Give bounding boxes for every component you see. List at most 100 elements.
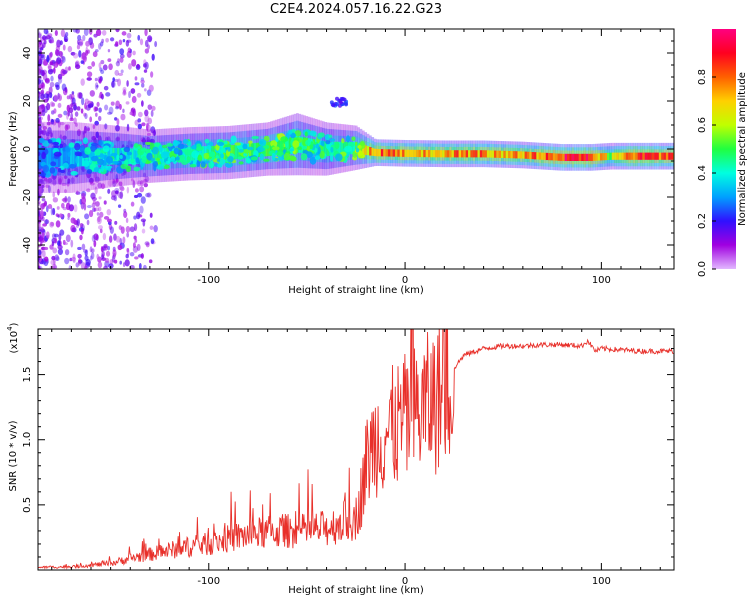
spectrogram-band (411, 149, 415, 158)
spectrogram-band (503, 150, 506, 159)
spectrogram-cell (67, 212, 71, 218)
spectrogram-cell (86, 169, 93, 174)
spectrogram-band (545, 152, 549, 161)
spectrogram-cell (43, 246, 49, 251)
spectrogram-cell (67, 110, 70, 117)
spectrogram-cell (143, 69, 148, 73)
spectrogram-cell (54, 30, 58, 36)
spectrogram-content (38, 29, 674, 269)
spectrogram-cell (55, 43, 61, 48)
spectrogram-band (526, 151, 530, 159)
spectrogram-cell (57, 188, 60, 196)
spectrogram-cell (143, 59, 147, 65)
spectrogram-cell (63, 189, 68, 194)
spectrogram-cell (141, 100, 144, 107)
spectrogram-cell (115, 60, 121, 67)
spectrogram-cell (49, 53, 53, 58)
spectrogram-cell (357, 144, 362, 149)
spectrogram-band (373, 148, 377, 157)
spectrogram-cell (45, 179, 50, 183)
spectrogram-cell (145, 141, 152, 146)
spectrogram-cell (60, 29, 66, 38)
spectrogram-cell (119, 57, 124, 63)
spectrogram-cell (112, 249, 117, 257)
spectrogram-cell (121, 31, 127, 36)
spectrogram-cell (122, 38, 126, 43)
spectrogram-band (456, 150, 459, 158)
spectrogram-cell (107, 179, 113, 187)
spectrogram-band (555, 153, 558, 161)
spectrogram-cell (292, 140, 300, 149)
spectrogram-cell (150, 71, 154, 78)
spectrogram-cell (238, 161, 244, 165)
spectrogram-cell (39, 46, 44, 51)
spectrogram-cell (115, 100, 121, 109)
spectrogram-cell (139, 38, 144, 46)
spectrogram-band (234, 144, 238, 160)
spectrogram-cell (38, 210, 41, 217)
spectrogram-cell (126, 151, 133, 156)
spectrogram-cell (335, 96, 340, 101)
spectrogram-band (496, 150, 499, 158)
spectrogram-cell (94, 176, 100, 183)
spectrogram-cell (154, 41, 158, 48)
spectrogram-band (548, 153, 551, 161)
spectrogram-cell (39, 179, 45, 184)
spectrogram-cell (76, 129, 81, 137)
spectrogram-band (413, 149, 417, 158)
spectrogram-band (267, 141, 271, 157)
spectrogram-cell (70, 170, 78, 176)
spectrogram-band (668, 152, 671, 160)
spectrogram-cell (53, 144, 59, 149)
spectrogram-cell (38, 250, 42, 256)
spectrogram-cell (156, 157, 161, 161)
spectrogram-cell (91, 61, 96, 67)
spectrogram-cell (70, 177, 75, 184)
spectrogram-cell (147, 35, 153, 42)
spectrogram-cell (53, 67, 56, 74)
spectrogram-cell (148, 84, 154, 92)
spectrogram-cell (48, 86, 53, 94)
spectrogram-cell (289, 148, 295, 152)
spectrogram-y-tick-label: -40 (22, 237, 33, 253)
spectrogram-cell (85, 258, 91, 266)
spectrogram-band (385, 149, 389, 157)
spectrogram-band (305, 137, 309, 154)
spectrogram-cell (70, 139, 76, 143)
spectrogram-cell (42, 164, 50, 173)
spectrogram-cell (78, 259, 83, 264)
spectrogram-cell (40, 89, 45, 95)
spectrogram-cell (38, 32, 42, 38)
spectrogram-cell (290, 156, 297, 162)
spectrogram-cell (70, 217, 76, 224)
spectrogram-cell (87, 127, 90, 132)
spectrogram-cell (61, 198, 67, 202)
colorbar-ticks: 0.0 0.2 0.4 0.6 0.8 (697, 69, 716, 277)
spectrogram-cell (117, 244, 123, 251)
snr-scale-prefix: (x10 (9, 331, 20, 354)
spectrogram-band (632, 152, 636, 160)
spectrogram-cell (50, 161, 57, 167)
spectrogram-band (376, 149, 379, 157)
spectrogram-cell (220, 147, 226, 153)
spectrogram-cell (95, 201, 100, 207)
spectrogram-cell (49, 221, 54, 228)
spectrogram-cell (38, 187, 42, 196)
spectrogram-cell (107, 188, 111, 194)
spectrogram-cell (71, 256, 77, 262)
spectrogram-band (574, 153, 577, 161)
snr-y-tick-label: 1.5 (22, 367, 33, 383)
spectrogram-band (324, 141, 327, 157)
spectrogram-cell (208, 151, 216, 158)
spectrogram-band (404, 149, 408, 157)
spectrogram-cell (50, 75, 54, 82)
spectrogram-cell (137, 123, 142, 130)
spectrogram-cell (142, 63, 147, 68)
spectrogram-cell (210, 160, 214, 169)
spectrogram-band (223, 145, 226, 160)
spectrogram-cell (145, 242, 150, 248)
snr-y-label: SNR (10 * v/v) (8, 420, 19, 491)
spectrogram-cell (76, 218, 80, 226)
colorbar-tick-label: 0.0 (697, 261, 708, 277)
spectrogram-cell (109, 37, 115, 42)
